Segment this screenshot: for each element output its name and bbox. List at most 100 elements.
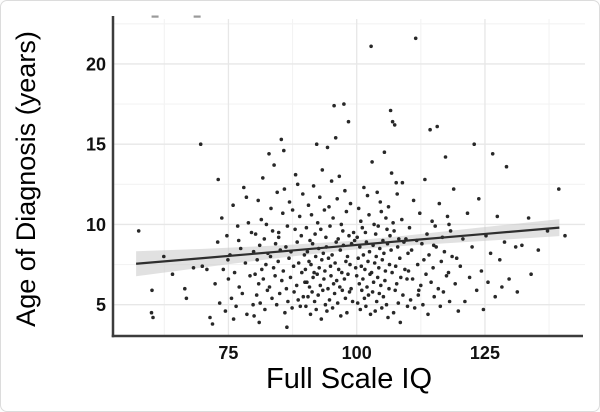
data-point <box>274 302 279 307</box>
data-point <box>374 254 379 259</box>
data-point <box>369 270 374 275</box>
data-point <box>405 277 409 281</box>
data-point <box>490 152 495 156</box>
data-point <box>305 249 310 254</box>
data-point <box>387 286 391 291</box>
data-point <box>223 309 228 313</box>
data-point <box>399 275 403 280</box>
data-point <box>520 243 524 248</box>
data-point <box>355 301 360 305</box>
data-point <box>326 256 331 260</box>
data-point <box>529 272 533 277</box>
data-point <box>481 307 486 312</box>
data-point <box>451 187 456 191</box>
data-point <box>279 137 284 142</box>
data-point <box>347 290 352 294</box>
data-point <box>304 225 309 230</box>
data-point <box>393 264 398 269</box>
data-point <box>277 291 282 296</box>
data-point <box>472 142 477 146</box>
data-point <box>409 248 414 252</box>
data-point <box>441 290 446 294</box>
data-point <box>333 261 337 265</box>
data-point <box>358 245 362 249</box>
data-point <box>318 283 323 288</box>
data-point <box>335 301 340 305</box>
data-point <box>348 262 352 267</box>
data-point <box>264 262 268 267</box>
data-point <box>366 259 370 264</box>
data-point <box>260 267 264 272</box>
data-point <box>313 232 317 236</box>
data-point <box>293 227 297 232</box>
data-point <box>421 302 425 307</box>
data-point <box>136 229 141 233</box>
data-point <box>495 214 500 219</box>
data-point <box>325 145 330 150</box>
data-point <box>371 280 376 285</box>
data-point <box>390 119 395 124</box>
data-point <box>275 190 280 195</box>
data-point <box>263 307 267 312</box>
y-axis-title: Age of Diagnosis (years) <box>11 31 41 327</box>
data-point <box>215 240 220 244</box>
data-point <box>240 291 245 296</box>
data-point <box>287 256 291 260</box>
data-point <box>392 229 396 233</box>
data-point <box>221 267 226 272</box>
data-point <box>231 317 236 321</box>
data-point <box>259 217 264 222</box>
data-point <box>428 127 432 132</box>
data-point <box>304 304 308 309</box>
data-point <box>367 249 372 254</box>
data-point <box>314 142 319 146</box>
data-point <box>557 187 561 191</box>
data-point <box>226 258 230 262</box>
data-point <box>336 237 341 241</box>
data-point <box>220 216 224 220</box>
data-point <box>349 286 353 291</box>
data-point <box>400 180 405 185</box>
data-point <box>380 306 384 310</box>
data-point <box>282 187 287 191</box>
data-point <box>359 219 363 223</box>
data-point <box>323 302 328 307</box>
data-point <box>276 235 281 240</box>
data-point <box>336 267 341 272</box>
data-point <box>425 232 429 236</box>
data-point <box>338 285 342 289</box>
data-point <box>401 293 405 297</box>
data-point <box>281 211 285 215</box>
data-point <box>248 274 252 278</box>
data-point <box>406 251 410 256</box>
data-point <box>272 163 276 167</box>
data-point <box>321 288 325 293</box>
data-point <box>327 298 332 302</box>
regression-line <box>135 226 560 265</box>
data-point <box>377 291 382 296</box>
data-point <box>252 314 256 318</box>
data-point <box>335 197 340 201</box>
data-point <box>269 206 273 211</box>
data-point <box>376 224 381 228</box>
data-point <box>326 286 330 291</box>
data-point <box>267 285 272 289</box>
data-point <box>245 312 249 317</box>
data-point <box>348 201 353 206</box>
data-point <box>470 245 474 249</box>
data-point <box>381 294 386 299</box>
data-point <box>507 277 511 281</box>
data-point <box>327 205 331 209</box>
data-point <box>351 230 356 235</box>
data-point <box>381 238 385 243</box>
data-point <box>431 266 435 270</box>
data-point <box>439 259 444 264</box>
data-point <box>300 270 304 275</box>
data-point <box>244 195 249 199</box>
data-point <box>317 266 322 270</box>
data-point <box>310 241 315 246</box>
data-point <box>338 248 343 252</box>
data-point <box>276 230 281 235</box>
data-point <box>545 229 550 233</box>
